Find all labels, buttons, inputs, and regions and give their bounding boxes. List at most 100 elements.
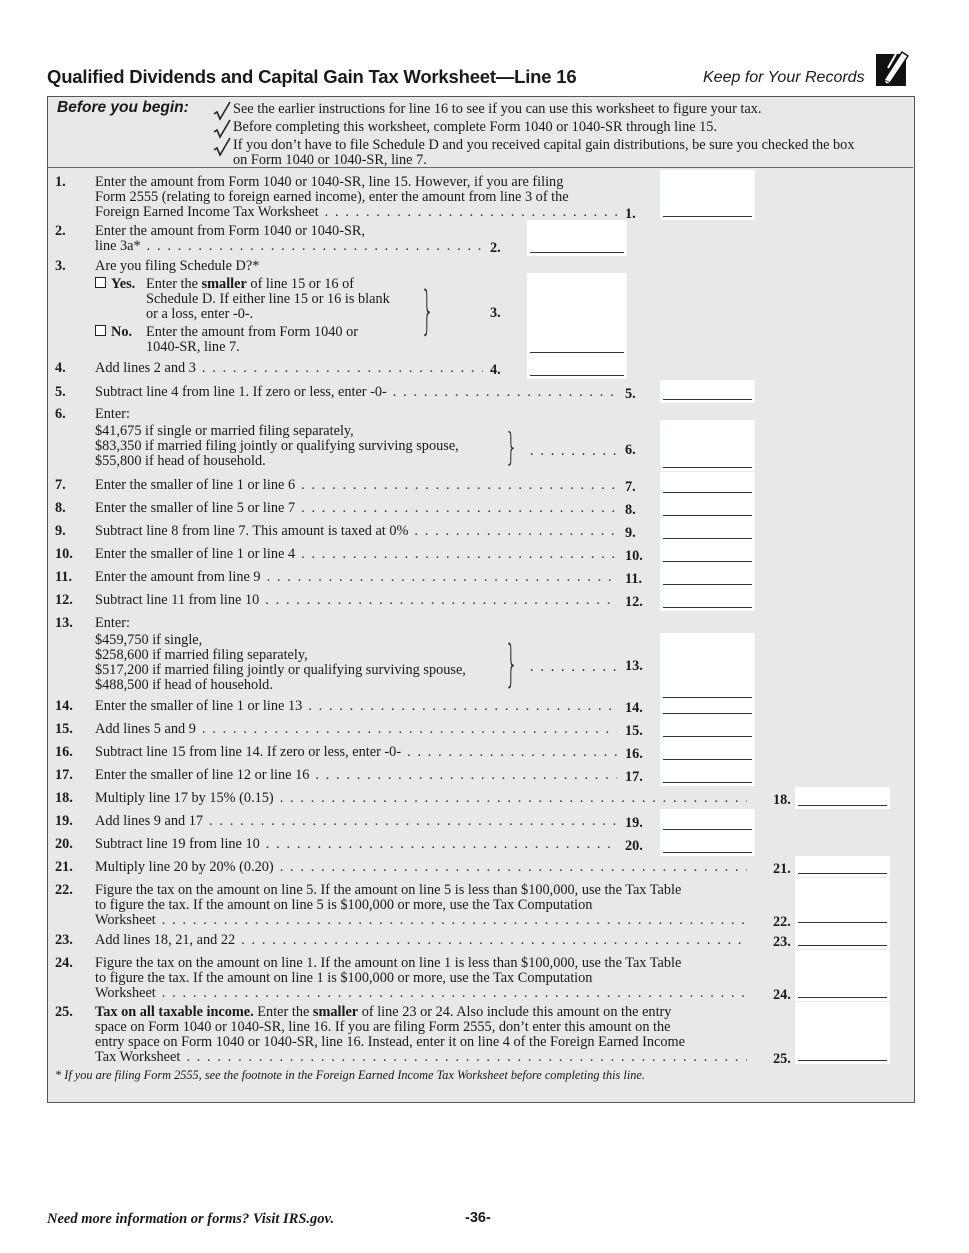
line-label: 11. [625,571,643,587]
line-text: Add lines 5 and 9 . . . . . . . . . . . .… [95,722,617,737]
keep-for-records-label: Keep for Your Records [703,69,865,86]
answer-field[interactable] [660,633,755,701]
yes-checkbox[interactable] [95,277,106,288]
line-label: 10. [625,548,643,564]
answer-field[interactable] [795,926,890,949]
brace-icon: } [421,279,434,341]
answer-field[interactable] [660,496,755,519]
worksheet-form [47,96,915,1103]
line-number: 12. [55,592,73,608]
line-text-content: Add lines 18, 21, and 22 [95,932,236,948]
answer-underline [663,561,752,562]
line-text: Subtract line 11 from line 10 . . . . . .… [95,593,617,608]
answer-field[interactable] [660,701,755,717]
line-text: entry space on Form 1040 or 1040-SR, lin… [95,1034,686,1050]
line-text: to figure the tax. If the amount on line… [95,897,593,913]
line-number: 25. [55,1004,73,1020]
line-text-content: Subtract line 11 from line 10 [95,592,260,608]
checkmark-icon [212,119,232,141]
answer-underline [663,467,752,468]
answer-field[interactable] [795,950,890,1001]
line-number: 24. [55,955,73,971]
line-label: 18. [773,792,791,808]
yes-label: Yes. [111,276,136,292]
answer-underline [663,515,752,516]
line-number: 14. [55,698,73,714]
line-number: 5. [55,384,66,400]
before-you-begin-item: If you don’t have to file Schedule D and… [233,137,855,153]
line-text: Worksheet . . . . . . . . . . . . . . . .… [95,986,747,1001]
line-text: Enter the smaller of line 15 or 16 of [146,277,354,292]
answer-underline [530,375,624,376]
leader-dots: . . . . . . . . . . . . . . . . . . . . … [279,791,747,806]
answer-field[interactable] [660,542,755,565]
line-label: 25. [773,1051,791,1067]
answer-field[interactable] [660,170,755,220]
leader-dots: . . . . . . . . . . . . . . . . . . . . … [241,933,747,948]
line-text: Subtract line 15 from line 14. If zero o… [95,745,617,760]
answer-field[interactable] [660,809,755,833]
line-label: 7. [625,479,636,495]
brace-icon: } [505,633,518,693]
bold-text: smaller [201,276,247,292]
answer-field[interactable] [660,380,755,403]
line-number: 1. [55,174,66,190]
line-text: Figure the tax on the amount on line 5. … [95,882,682,898]
answer-field[interactable] [660,763,755,786]
line-text: Enter the smaller of line 1 or line 13 . … [95,699,617,714]
before-you-begin-item: Before completing this worksheet, comple… [233,119,718,135]
line-text: Enter the amount from line 9 . . . . . . … [95,570,617,585]
line-text: Add lines 9 and 17 . . . . . . . . . . . … [95,814,617,829]
answer-field[interactable] [660,833,755,856]
line-text: Form 2555 (relating to foreign earned in… [95,189,569,205]
answer-underline [663,399,752,400]
answer-field[interactable] [527,273,627,356]
line-number: 21. [55,859,73,875]
line-text-content: Add lines 2 and 3 [95,360,196,376]
line-number: 16. [55,744,73,760]
line-label: 23. [773,934,791,950]
answer-underline [798,922,887,923]
answer-field[interactable] [527,220,627,256]
line-text: Figure the tax on the amount on line 1. … [95,955,682,971]
line-text-content: Add lines 9 and 17 [95,813,204,829]
line-text-content: Subtract line 8 from line 7. This amount… [95,523,409,539]
line-text-content: Multiply line 20 by 20% (0.20) [95,859,274,875]
answer-field[interactable] [795,878,890,926]
line-text: Enter the smaller of line 12 or line 16.… [95,768,617,783]
line-text: Enter the amount from Form 1040 or 1040-… [95,223,366,239]
answer-field[interactable] [660,740,755,763]
answer-field[interactable] [660,717,755,740]
answer-field[interactable] [795,1002,890,1064]
no-option[interactable]: No. [95,325,132,340]
line-number: 15. [55,721,73,737]
no-label: No. [111,324,133,340]
line-text-content: Subtract line 15 from line 14. If zero o… [95,744,402,760]
answer-field[interactable] [660,588,755,611]
answer-field[interactable] [660,519,755,542]
answer-field[interactable] [527,356,627,379]
line-text-content: Multiply line 17 by 15% (0.15) [95,790,274,806]
answer-field[interactable] [795,787,890,809]
yes-option[interactable]: Yes. [95,277,135,292]
bold-text: smaller [312,1004,359,1020]
answer-underline [798,997,887,998]
line-text-content: line 3a* [95,238,141,254]
line-text: $488,500 if head of household. [95,677,273,693]
leader-dots: . . . . . . . . . . . . . . . . . . . . … [308,699,617,714]
leader-dots: . . . . . . . . . . . . . . . . . . . . … [530,660,617,675]
footer-irs-link-text[interactable]: Need more information or forms? Visit IR… [47,1211,335,1227]
line-text: Add lines 18, 21, and 22 . . . . . . . . … [95,933,747,948]
answer-field[interactable] [660,472,755,496]
answer-field[interactable] [660,565,755,588]
no-checkbox[interactable] [95,325,106,336]
line-number: 10. [55,546,73,562]
line-number: 4. [55,360,66,376]
leader-dots: . . . . . . . . . . . . . . . . . . . . … [266,570,617,585]
answer-field[interactable] [795,856,890,877]
line-label: 16. [625,746,643,762]
line-number: 23. [55,932,73,948]
answer-field[interactable] [660,420,755,471]
text-segment: Enter the [146,276,202,292]
worksheet-title: Qualified Dividends and Capital Gain Tax… [47,66,577,87]
